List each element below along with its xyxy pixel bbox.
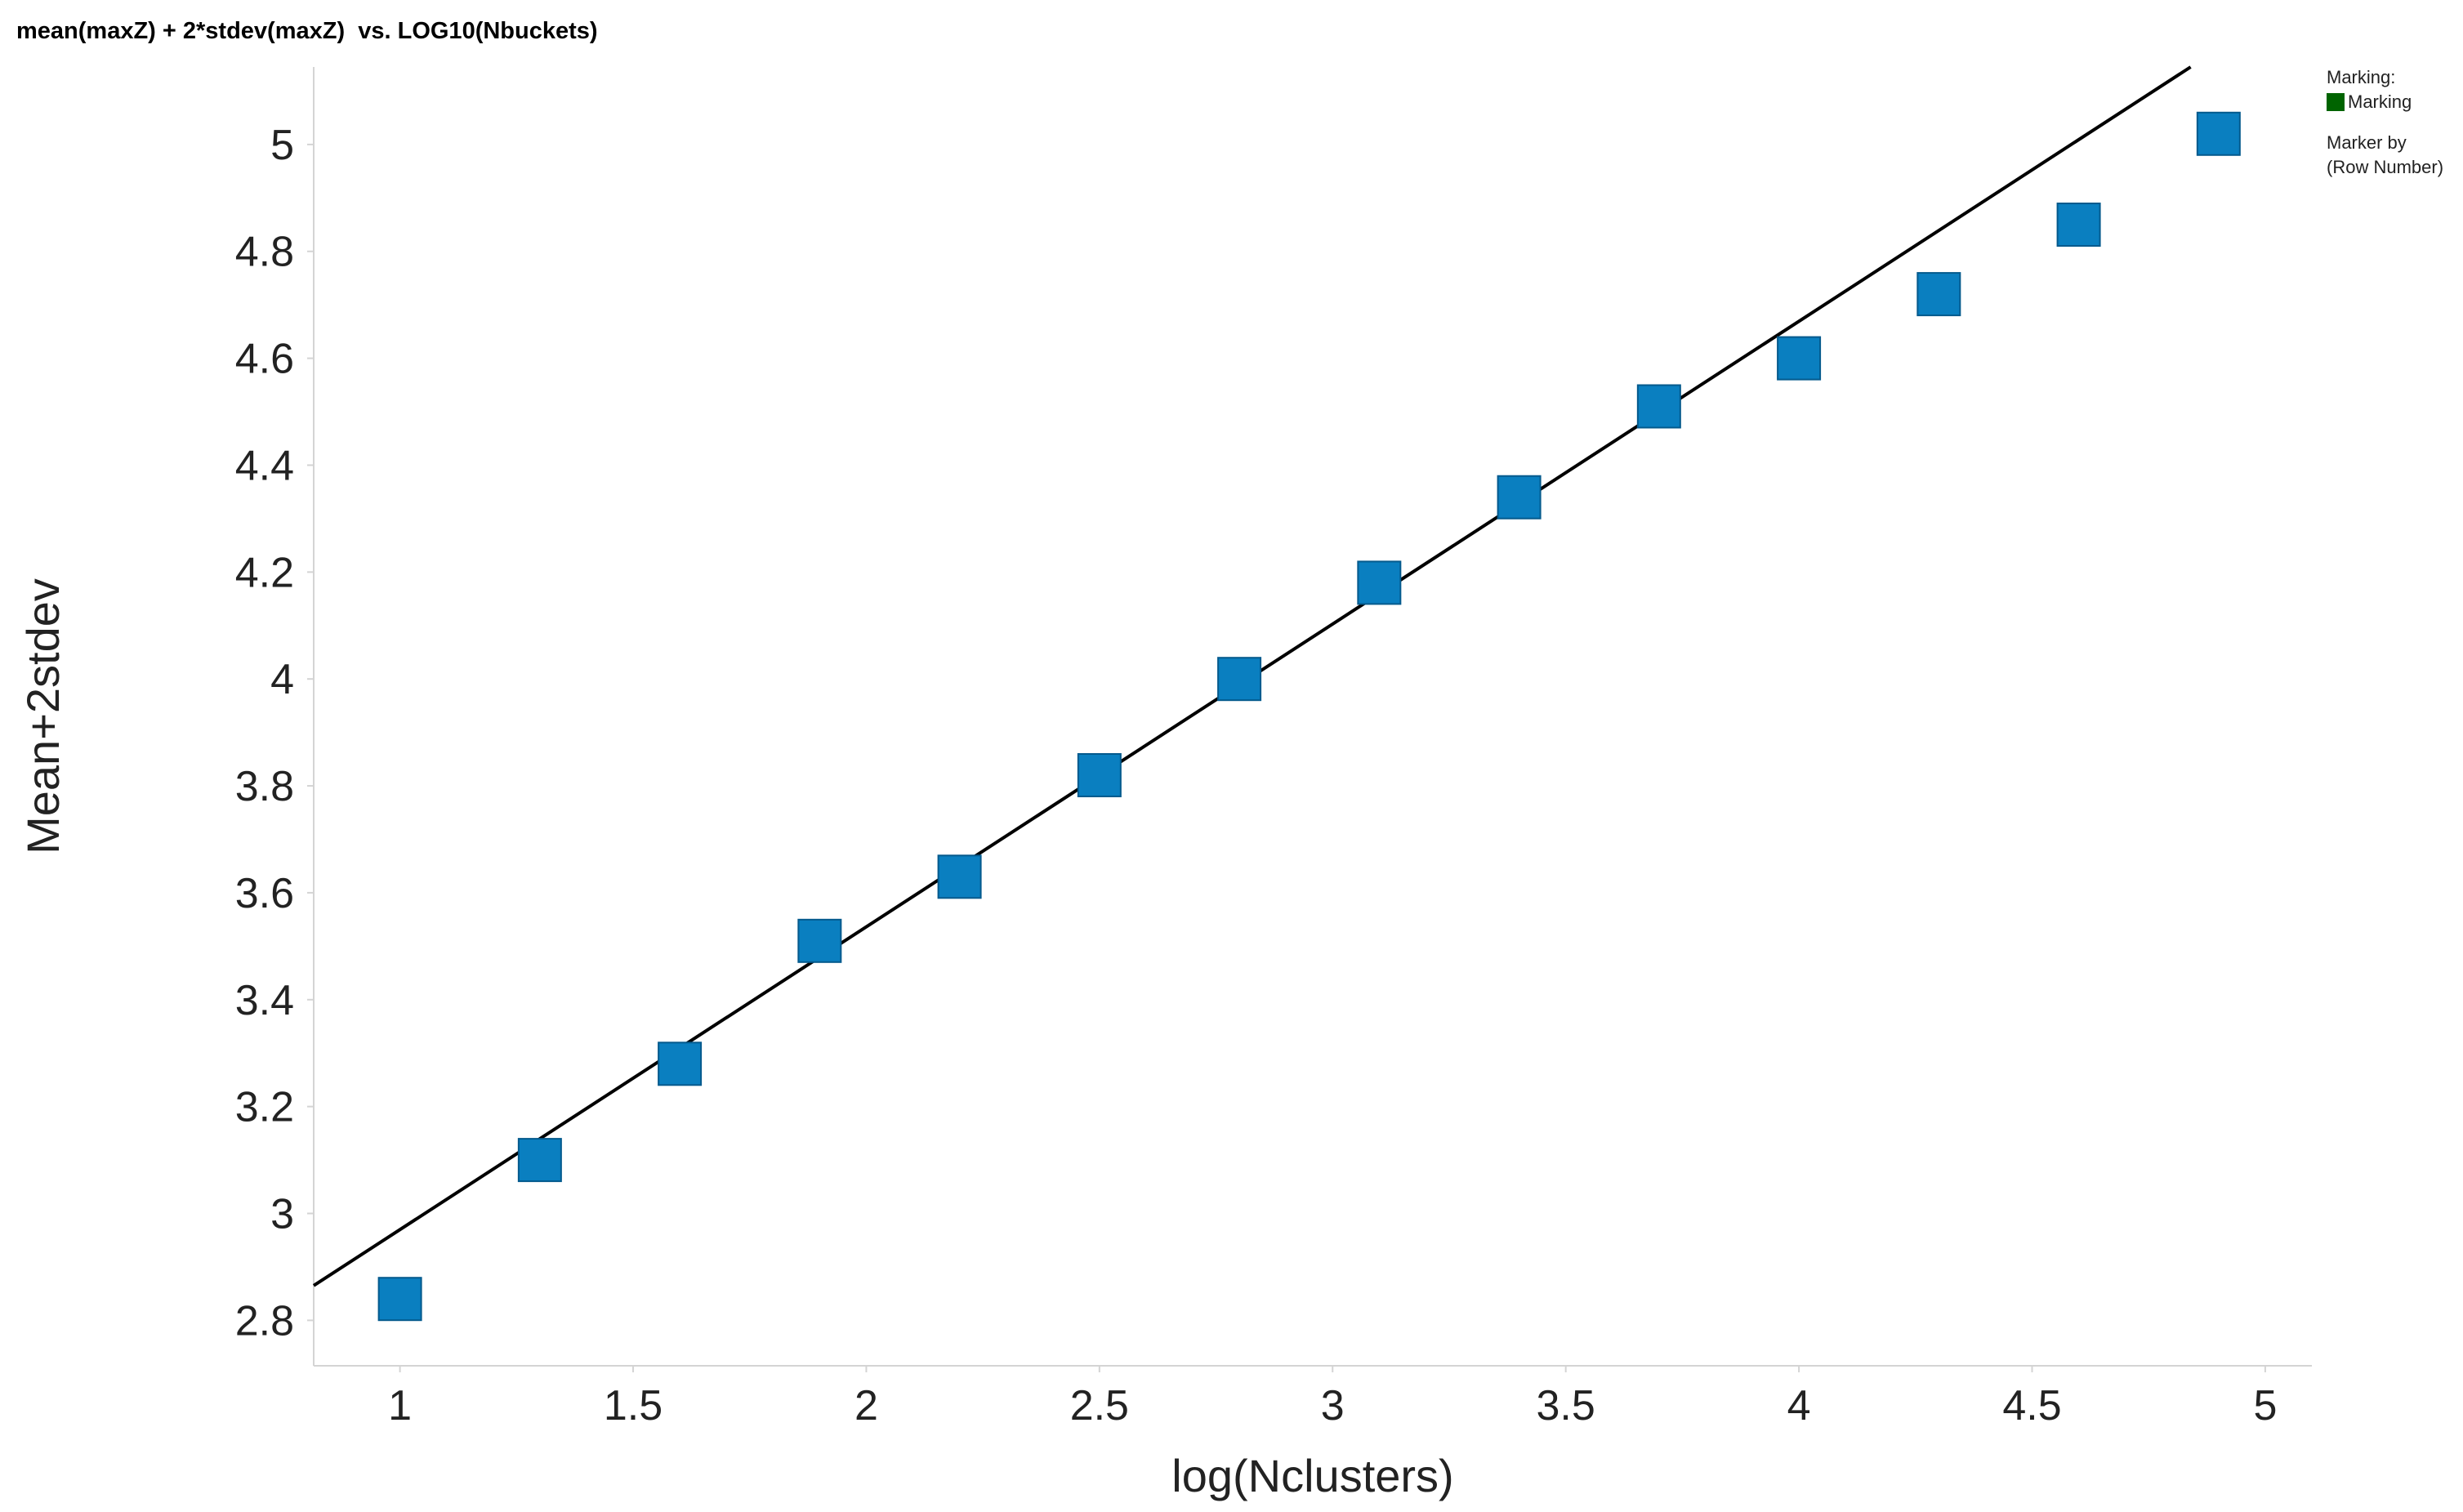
y-tick-label: 4.8 xyxy=(235,229,294,276)
data-point xyxy=(517,1138,562,1183)
x-tick-label: 1 xyxy=(388,1382,412,1429)
y-tick-label: 3.8 xyxy=(235,763,294,810)
x-tick-label: 1.5 xyxy=(604,1382,663,1429)
x-axis-title: log(Nclusters) xyxy=(1171,1450,1453,1501)
y-tick-label: 4.4 xyxy=(235,442,294,489)
legend-marking-label: Marking xyxy=(2348,91,2412,112)
data-point xyxy=(1777,336,1822,381)
y-tick-label: 5 xyxy=(270,122,294,169)
y-tick-label: 4.6 xyxy=(235,336,294,383)
legend-marker-by-line2: (Row Number) xyxy=(2327,157,2444,177)
x-tick-label: 5 xyxy=(2253,1382,2277,1429)
x-tick-label: 3.5 xyxy=(1537,1382,1595,1429)
y-tick-label: 3.4 xyxy=(235,977,294,1024)
legend-marker-by-line1: Marker by xyxy=(2327,132,2407,153)
data-point xyxy=(937,854,982,899)
data-point xyxy=(1217,657,1262,702)
data-point xyxy=(1636,384,1681,429)
y-tick-label: 3.6 xyxy=(235,870,294,917)
y-tick-label: 2.8 xyxy=(235,1297,294,1345)
y-tick-label: 4.2 xyxy=(235,549,294,596)
x-tick-label: 4 xyxy=(1787,1382,1811,1429)
x-tick-label: 4.5 xyxy=(2002,1382,2061,1429)
x-tick-label: 2 xyxy=(854,1382,878,1429)
data-point xyxy=(1497,475,1542,520)
data-point xyxy=(377,1277,422,1322)
y-axis-title: Mean+2stdev xyxy=(17,578,69,854)
chart-title: mean(maxZ) + 2*stdev(maxZ) vs. LOG10(Nbu… xyxy=(16,18,598,44)
y-tick-label: 3.2 xyxy=(235,1084,294,1131)
data-point xyxy=(2196,111,2241,156)
data-point xyxy=(658,1041,703,1086)
data-point xyxy=(1357,560,1402,605)
data-point xyxy=(2056,203,2101,248)
data-point xyxy=(797,918,842,963)
y-tick-label: 3 xyxy=(270,1191,294,1238)
legend-marking-item[interactable]: Marking xyxy=(2327,90,2443,114)
data-point xyxy=(1077,752,1122,797)
marking-swatch xyxy=(2327,93,2345,111)
x-tick-label: 3 xyxy=(1321,1382,1345,1429)
y-tick-label: 4 xyxy=(270,656,294,703)
data-point xyxy=(1916,272,1961,317)
x-tick-label: 2.5 xyxy=(1070,1382,1129,1429)
legend-marking-header: Marking: xyxy=(2327,67,2396,87)
legend: Marking: Marking Marker by (Row Number) xyxy=(2327,65,2443,180)
